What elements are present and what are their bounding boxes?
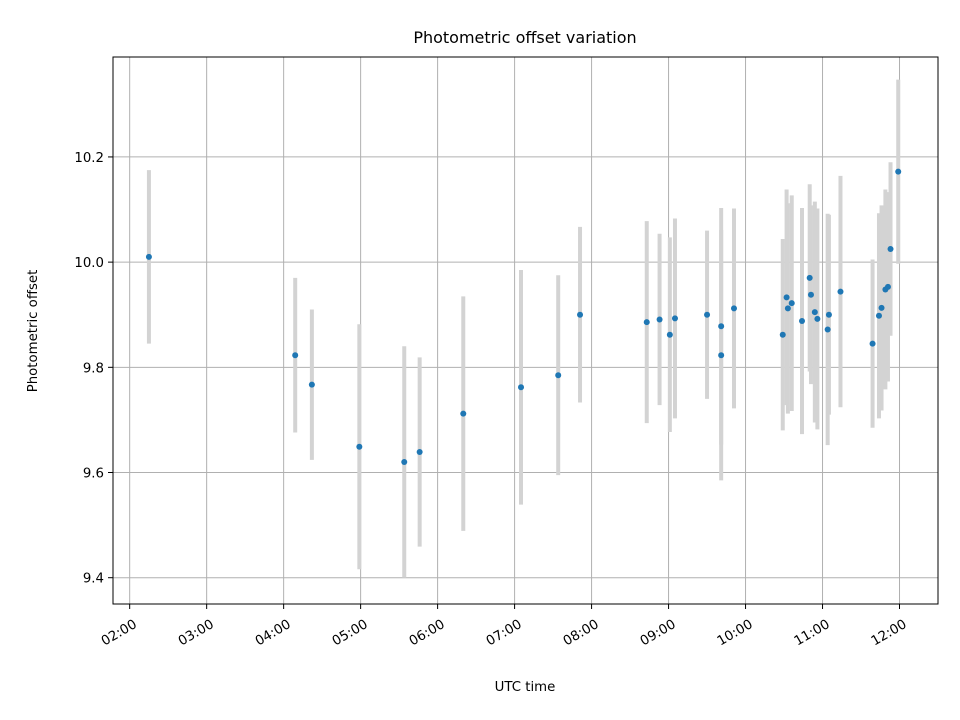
data-point xyxy=(145,253,152,260)
x-tick-label: 05:00 xyxy=(330,617,371,649)
data-point xyxy=(807,291,814,298)
x-tick-label: 03:00 xyxy=(176,617,217,649)
data-point xyxy=(875,312,882,319)
y-axis-label: Photometric offset xyxy=(26,270,41,393)
data-point xyxy=(577,311,584,318)
y-tick-label: 9.8 xyxy=(83,361,104,376)
y-tick-label: 10.2 xyxy=(74,151,104,166)
plot-frame xyxy=(112,56,939,605)
x-tick-label: 04:00 xyxy=(253,617,294,649)
x-tick-label: 02:00 xyxy=(99,617,140,649)
data-point xyxy=(518,384,525,391)
x-tick-label: 09:00 xyxy=(638,617,679,649)
data-point xyxy=(460,410,467,417)
data-point xyxy=(878,304,885,311)
data-point xyxy=(718,323,725,330)
x-tick-label: 10:00 xyxy=(715,617,756,649)
data-point xyxy=(656,316,663,323)
data-point xyxy=(555,372,562,379)
x-tick-label: 07:00 xyxy=(484,617,525,649)
data-point xyxy=(798,318,805,325)
data-point xyxy=(811,309,818,316)
data-point xyxy=(814,315,821,322)
data-point xyxy=(783,294,790,301)
x-tick-label: 12:00 xyxy=(869,617,910,649)
data-point xyxy=(704,311,711,318)
data-point xyxy=(671,315,678,322)
data-point xyxy=(416,448,423,455)
x-tick-label: 06:00 xyxy=(407,617,448,649)
data-point xyxy=(356,443,363,450)
data-point xyxy=(730,305,737,312)
data-point xyxy=(887,245,894,252)
data-point xyxy=(643,319,650,326)
data-point xyxy=(292,352,299,359)
y-tick-label: 9.4 xyxy=(83,572,104,587)
data-point xyxy=(718,352,725,359)
data-point xyxy=(401,458,408,465)
data-point xyxy=(788,300,795,307)
data-point xyxy=(884,283,891,290)
x-tick-label: 11:00 xyxy=(792,617,833,649)
data-point xyxy=(895,168,902,175)
data-point xyxy=(869,340,876,347)
data-point xyxy=(784,305,791,312)
errorbar-layer xyxy=(146,79,901,578)
x-tick-label: 08:00 xyxy=(561,617,602,649)
data-point xyxy=(806,274,813,281)
point-layer xyxy=(145,168,902,465)
data-point xyxy=(308,381,315,388)
y-tick-label: 9.6 xyxy=(83,467,104,482)
data-point xyxy=(824,326,831,333)
data-point xyxy=(779,331,786,338)
y-tick-label: 10.0 xyxy=(74,256,104,271)
x-axis-label: UTC time xyxy=(495,680,556,695)
data-point xyxy=(666,331,673,338)
chart-title: Photometric offset variation xyxy=(413,28,636,47)
data-point xyxy=(837,288,844,295)
data-point xyxy=(825,311,832,318)
